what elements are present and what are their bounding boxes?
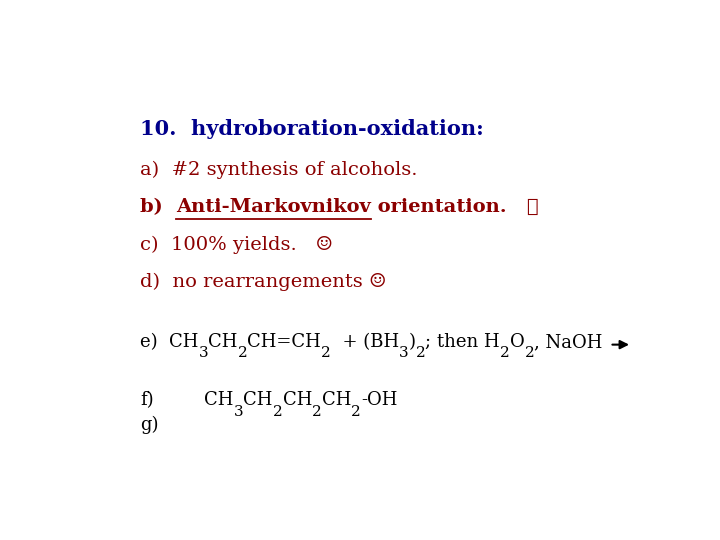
Text: 2: 2 xyxy=(525,346,534,360)
Text: f): f) xyxy=(140,391,154,409)
Text: 2: 2 xyxy=(238,346,248,360)
Text: 2: 2 xyxy=(312,404,322,418)
Text: CH: CH xyxy=(208,333,238,351)
Text: CH: CH xyxy=(282,391,312,409)
Text: CH: CH xyxy=(243,391,273,409)
Text: ; then H: ; then H xyxy=(426,333,500,351)
Text: 2: 2 xyxy=(415,346,426,360)
Text: c)  100% yields.   ☺: c) 100% yields. ☺ xyxy=(140,235,333,253)
Text: + (BH: + (BH xyxy=(331,333,399,351)
Text: Anti-Markovnikov: Anti-Markovnikov xyxy=(176,198,372,216)
Text: 3: 3 xyxy=(399,346,409,360)
Text: 2: 2 xyxy=(351,404,361,418)
Text: g): g) xyxy=(140,416,158,434)
Text: 2: 2 xyxy=(273,404,282,418)
Text: 3: 3 xyxy=(234,404,243,418)
Text: d)  no rearrangements ☺: d) no rearrangements ☺ xyxy=(140,273,387,291)
Text: 2: 2 xyxy=(321,346,331,360)
Text: e): e) xyxy=(140,333,169,351)
Text: 3: 3 xyxy=(199,346,208,360)
Text: CH: CH xyxy=(169,333,199,351)
Text: CH=CH: CH=CH xyxy=(248,333,321,351)
Text: CH: CH xyxy=(204,391,234,409)
Text: 2: 2 xyxy=(500,346,510,360)
Text: orientation.   ★: orientation. ★ xyxy=(372,198,539,216)
Text: a)  #2 synthesis of alcohols.: a) #2 synthesis of alcohols. xyxy=(140,160,418,179)
Text: O: O xyxy=(510,333,525,351)
Text: CH: CH xyxy=(322,391,351,409)
Text: 10.  hydroboration-oxidation:: 10. hydroboration-oxidation: xyxy=(140,119,484,139)
Text: b): b) xyxy=(140,198,176,216)
Text: , NaOH: , NaOH xyxy=(534,333,608,351)
Text: -OH: -OH xyxy=(361,391,397,409)
Text: ): ) xyxy=(409,333,415,351)
